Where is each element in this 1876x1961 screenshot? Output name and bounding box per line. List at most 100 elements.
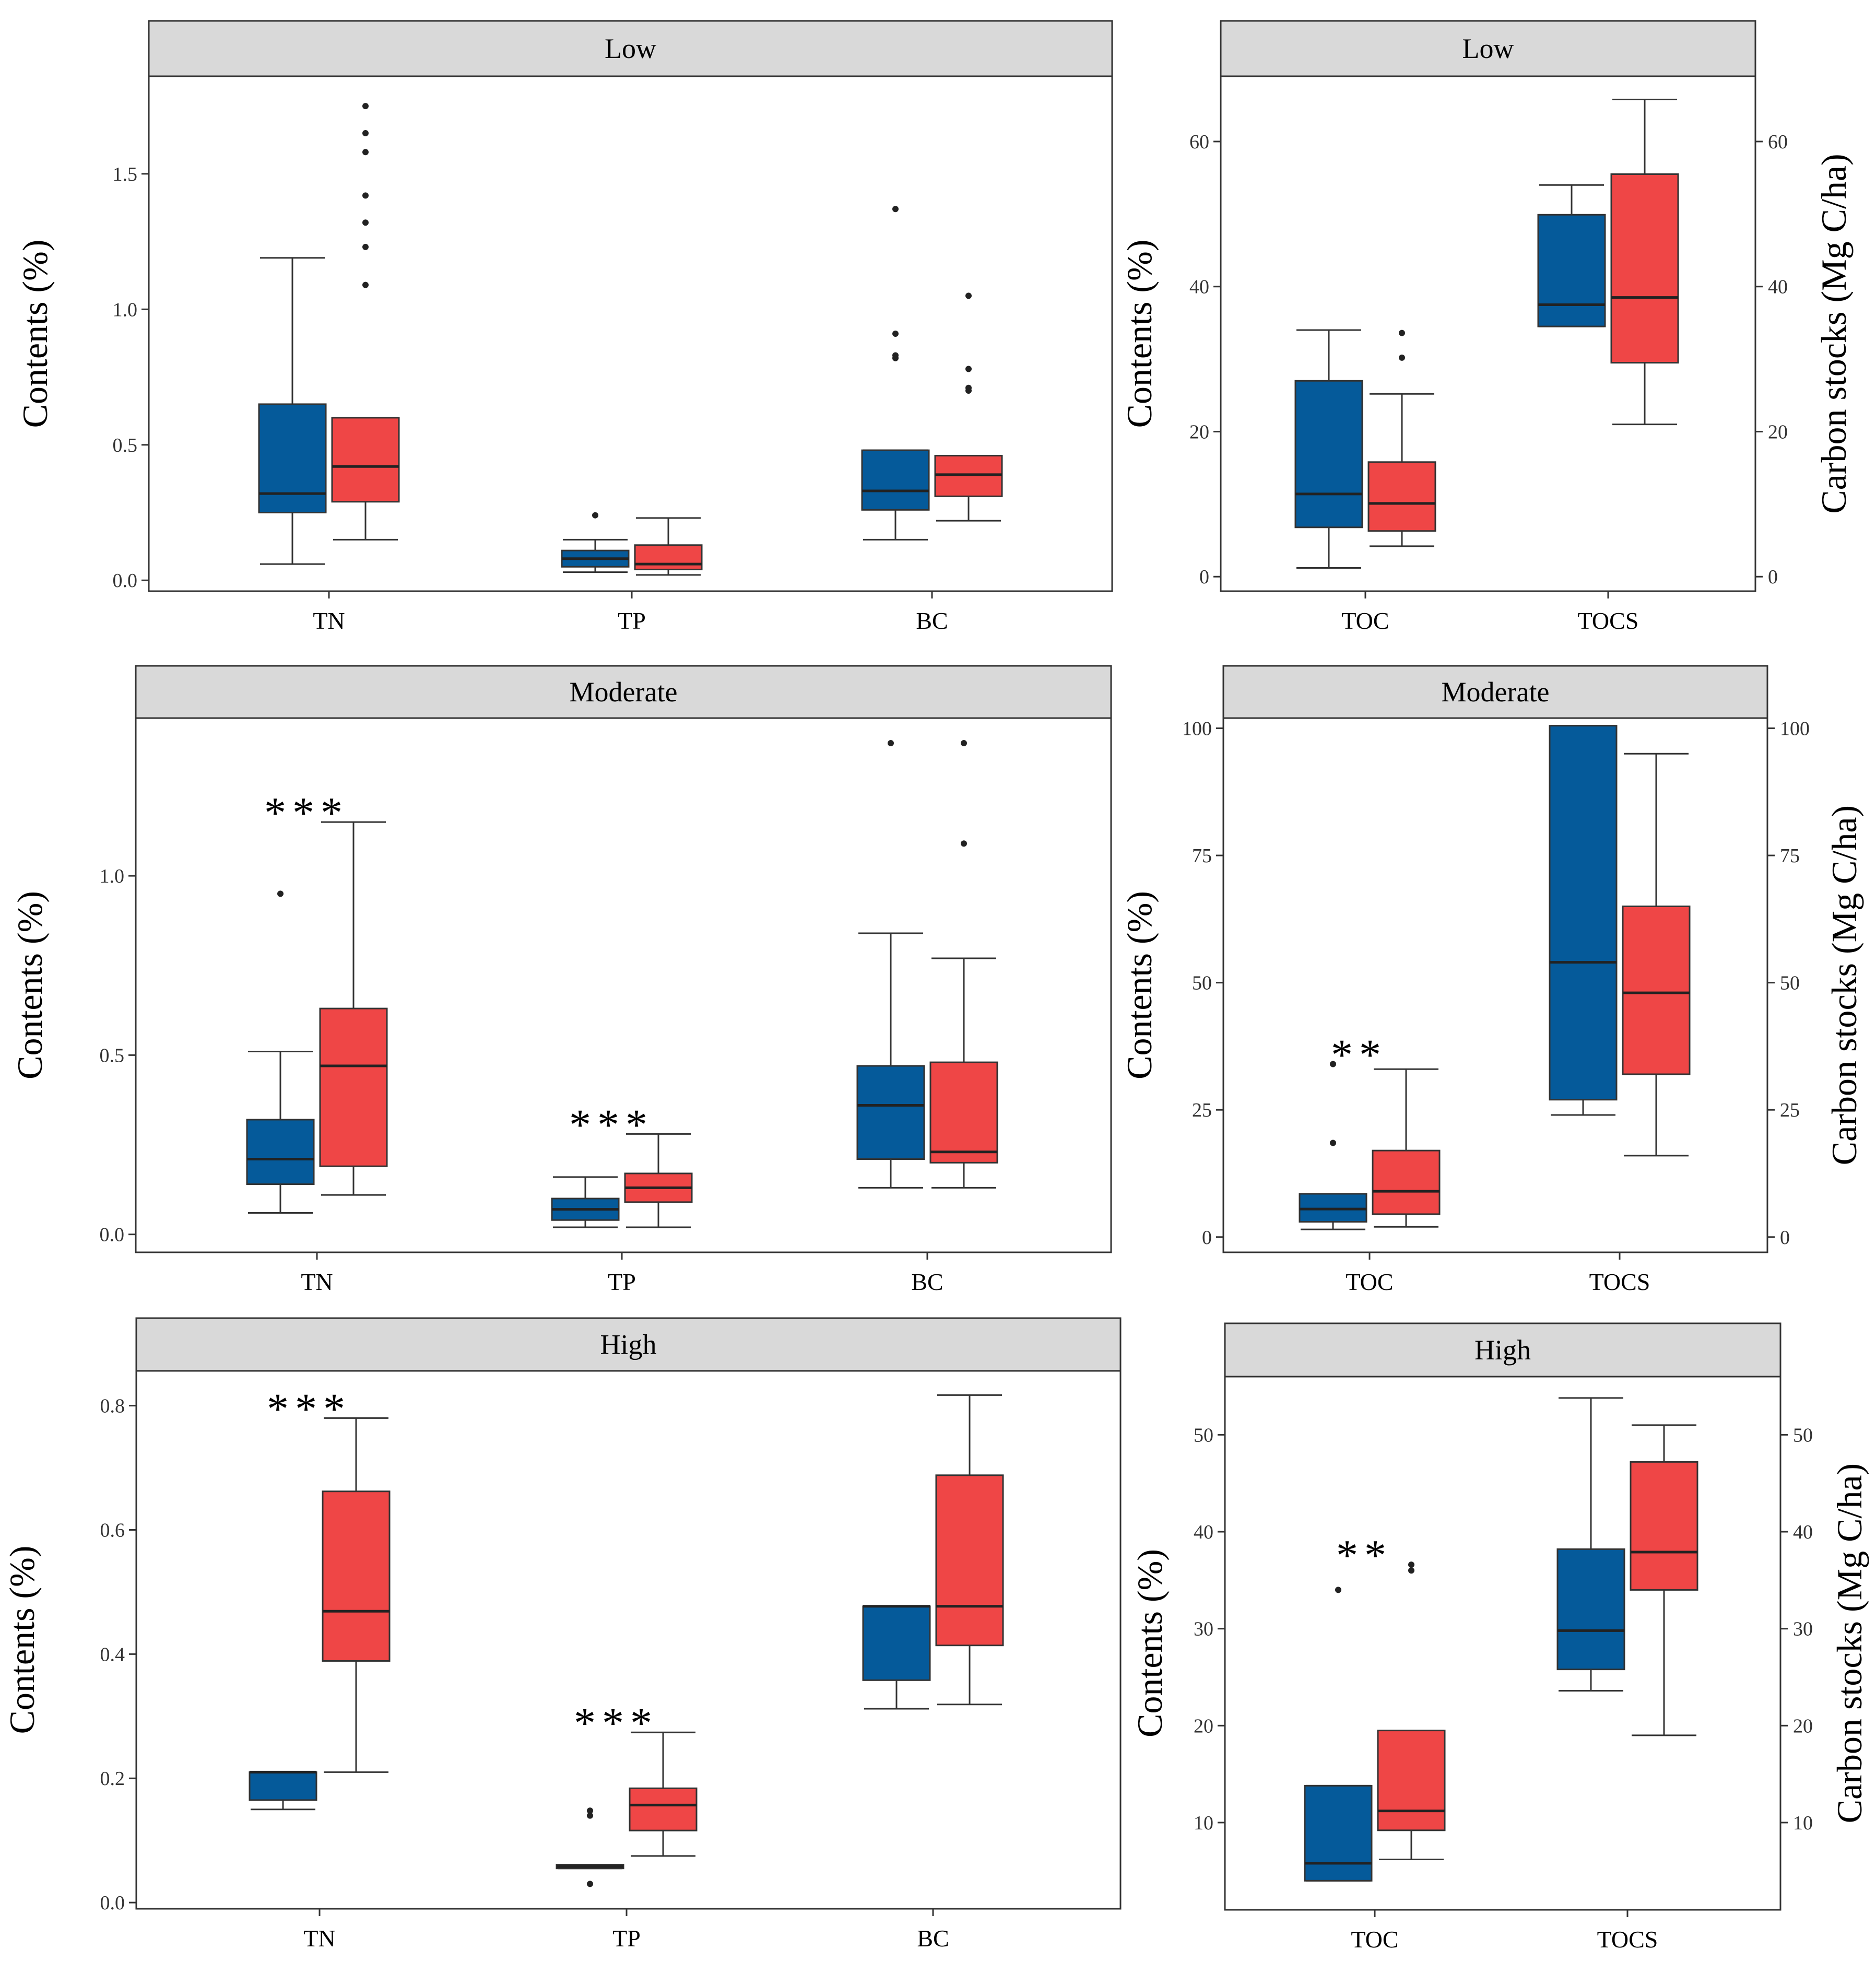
panel-5: High 0.0 0.2 0.4 0.6 0.8 TN TP BC Contents (%) ***… — [2, 1317, 1122, 1952]
boxplot-a — [561, 512, 630, 573]
box-body — [1610, 173, 1679, 364]
box-body — [929, 1061, 998, 1164]
outlier-point — [1408, 1567, 1414, 1574]
box-body — [246, 1119, 315, 1185]
y-tick-label: 0.8 — [100, 1395, 125, 1417]
y-right-tick-label: 40 — [1793, 1521, 1813, 1543]
x-category-label: TP — [618, 607, 646, 634]
y-axis-title: Contents (%) — [1130, 1549, 1170, 1737]
outlier-point — [362, 130, 369, 136]
plot-frame — [1222, 717, 1768, 1253]
y-tick-label: 0.5 — [100, 1044, 125, 1066]
outlier-point — [1335, 1587, 1341, 1593]
significance-label: *** — [267, 1384, 351, 1433]
box-body — [319, 1007, 388, 1167]
y-tick-label: 50 — [1192, 972, 1212, 994]
y-tick-label: 1.5 — [113, 163, 138, 185]
x-category-label: TOCS — [1597, 1926, 1658, 1953]
boxplot-b — [322, 1417, 391, 1773]
box-body — [249, 1771, 317, 1801]
boxplot-a — [862, 1605, 931, 1710]
boxplot-b — [929, 740, 998, 1189]
outlier-point — [1408, 1561, 1414, 1568]
box-body — [856, 1065, 925, 1160]
significance-label: ** — [1331, 1031, 1387, 1079]
boxplot-b — [624, 1133, 693, 1228]
box-body — [634, 544, 703, 570]
outlier-point — [587, 1881, 593, 1887]
panel-6: High 10 10 20 20 30 30 40 40 50 50 TOC TOCS Contents … — [1130, 1322, 1869, 1953]
x-category-label: TOC — [1351, 1926, 1398, 1953]
y-tick-label: 30 — [1194, 1618, 1213, 1640]
outlier-point — [1399, 330, 1405, 336]
strip-header — [1222, 665, 1768, 719]
y-axis-title: Contents (%) — [10, 891, 50, 1079]
y-tick-label: 0.0 — [100, 1224, 125, 1246]
box-body — [1630, 1461, 1698, 1591]
strip-header — [1224, 1322, 1781, 1378]
boxplot-a — [1294, 329, 1363, 569]
box-body — [935, 1474, 1004, 1647]
strip-title: High — [1474, 1334, 1531, 1366]
boxplot-a — [1304, 1587, 1373, 1882]
box-body — [1377, 1730, 1446, 1831]
y-tick-label: 25 — [1192, 1099, 1212, 1121]
y-tick-label: 20 — [1189, 421, 1209, 443]
y-tick-label: 100 — [1182, 718, 1212, 739]
strip-header — [135, 665, 1112, 719]
y-axis-title: Contents (%) — [1119, 891, 1159, 1079]
strip-header — [135, 1317, 1122, 1372]
y-tick-label: 60 — [1189, 131, 1209, 153]
boxplot-a — [258, 257, 327, 565]
boxplot-a — [861, 206, 930, 541]
y-right-tick-label: 20 — [1768, 421, 1788, 443]
y-axis-title: Contents (%) — [1119, 240, 1159, 428]
outlier-point — [277, 890, 284, 897]
boxplot-a — [1537, 184, 1606, 327]
y-tick-label: 0.4 — [100, 1643, 125, 1665]
y-tick-label: 10 — [1194, 1812, 1213, 1834]
boxplot-a — [1299, 1061, 1367, 1230]
strip-title: Low — [605, 33, 656, 64]
box-body — [322, 1490, 391, 1662]
box-body — [861, 449, 930, 511]
strip-title: Low — [1462, 33, 1514, 64]
outlier-point — [965, 384, 972, 391]
x-category-label: TOCS — [1578, 607, 1639, 634]
outlier-point — [961, 740, 967, 747]
significance-label: *** — [569, 1100, 654, 1149]
outlier-point — [1399, 354, 1405, 361]
y-tick-label: 40 — [1194, 1521, 1213, 1543]
x-category-label: BC — [916, 607, 948, 634]
x-category-label: TOCS — [1589, 1269, 1650, 1295]
plot-frame — [1224, 1376, 1781, 1911]
y-right-tick-label: 30 — [1793, 1618, 1813, 1640]
y-tick-label: 20 — [1194, 1715, 1213, 1737]
boxplot-a — [249, 1770, 317, 1811]
strip-title: Moderate — [570, 676, 678, 708]
panel-3: Moderate 0.0 0.5 1.0 TN TP BC Contents (%) *** **… — [10, 665, 1112, 1295]
significance-label: *** — [264, 789, 349, 837]
boxplot-b — [1610, 98, 1679, 426]
y-right-tick-label: 50 — [1793, 1424, 1813, 1446]
outlier-point — [362, 103, 369, 110]
outlier-point — [362, 243, 369, 250]
y-axis-title-right: Carbon stocks (Mg C/ha) — [1824, 805, 1864, 1165]
outlier-point — [587, 1812, 593, 1819]
box-body — [1372, 1149, 1441, 1215]
outlier-point — [892, 331, 899, 337]
y-tick-label: 0.6 — [100, 1519, 125, 1541]
strip-header — [1220, 20, 1756, 77]
boxplot-b — [634, 517, 703, 576]
boxplot-b — [1372, 1068, 1441, 1228]
x-category-label: TN — [303, 1925, 335, 1952]
outlier-point — [888, 740, 894, 747]
box-body — [862, 1605, 931, 1681]
boxplot-b — [1630, 1424, 1698, 1736]
outlier-point — [362, 149, 369, 156]
y-axis-title-right: Carbon stocks (Mg C/ha) — [1830, 1463, 1869, 1823]
x-category-label: TOC — [1341, 607, 1389, 634]
boxplot-b — [1622, 753, 1691, 1157]
strip-header — [148, 20, 1113, 77]
outlier-point — [592, 512, 598, 519]
